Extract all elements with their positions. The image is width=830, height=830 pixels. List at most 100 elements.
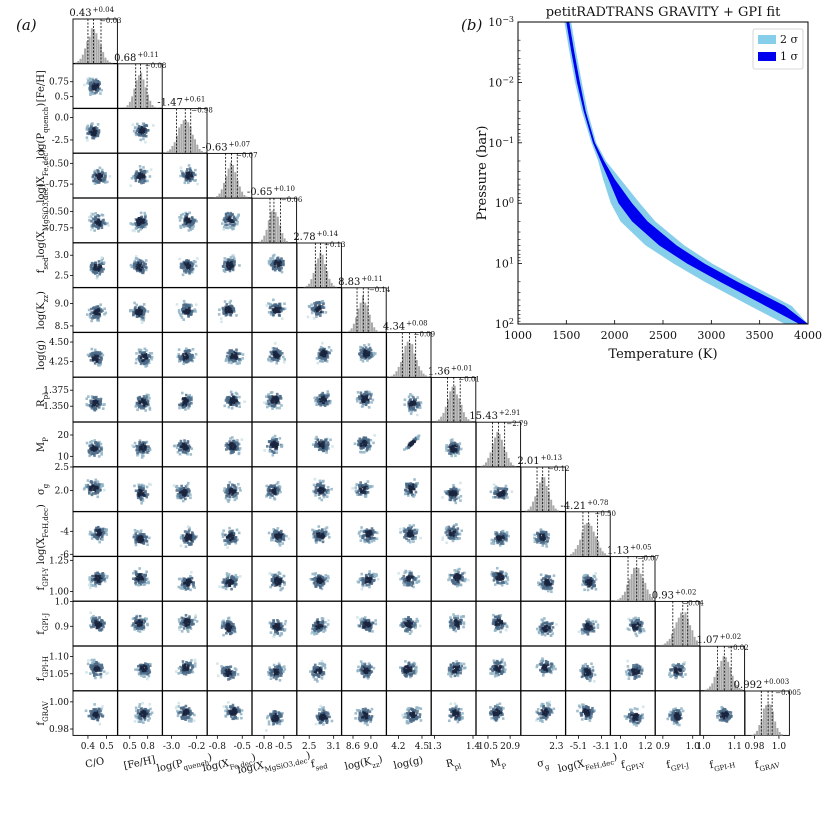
density-bin (136, 171, 140, 175)
density-bin (188, 303, 191, 307)
density-bin (269, 493, 273, 497)
density-bin (104, 311, 108, 315)
density-bin (85, 126, 89, 129)
density-bin (450, 490, 454, 494)
density-bin (232, 495, 235, 499)
density-bin (361, 399, 364, 402)
density-bin (180, 355, 183, 359)
density-bin (321, 306, 324, 309)
density-bin (140, 501, 143, 505)
density-bin (228, 267, 232, 271)
density-bin (139, 315, 142, 318)
density-bin (278, 304, 282, 308)
density-cell-11-3 (206, 511, 253, 557)
density-cell-6-3 (206, 287, 253, 333)
density-bin (144, 262, 147, 266)
density-bin (147, 536, 151, 540)
density-bin (98, 82, 102, 86)
density-cell-9-2 (162, 421, 208, 468)
density-bin (315, 435, 318, 439)
density-bin (141, 539, 144, 542)
density-bin (231, 223, 234, 227)
density-bin (322, 443, 326, 446)
density-bin (139, 539, 143, 543)
density-bin (278, 258, 282, 262)
density-bin (321, 528, 324, 531)
density-bin (94, 449, 97, 452)
density-bin (143, 446, 147, 449)
density-bin (228, 213, 231, 216)
density-bin (412, 440, 415, 443)
density-bin (137, 540, 141, 544)
density-bin (225, 442, 229, 445)
density-bin (369, 394, 373, 397)
density-bin (277, 484, 281, 488)
density-bin (136, 122, 139, 126)
density-bin (139, 132, 142, 135)
density-bin (496, 486, 499, 490)
density-bin (140, 353, 144, 356)
density-bin (85, 128, 89, 131)
density-bin (131, 175, 135, 179)
density-bin (181, 490, 184, 493)
density-bin (454, 535, 458, 539)
density-bin (230, 400, 234, 404)
density-bin (267, 402, 271, 406)
hist-bar (133, 88, 136, 109)
density-bin (150, 351, 154, 355)
density-bin (409, 392, 412, 396)
density-bin (502, 536, 505, 540)
density-bin (221, 307, 225, 311)
density-bin (272, 451, 276, 454)
density-bin (180, 534, 184, 537)
density-bin (279, 261, 282, 264)
density-bin (494, 532, 498, 536)
density-bin (192, 259, 196, 263)
density-cell-10-5 (296, 466, 342, 512)
density-bin (136, 129, 140, 132)
density-bin (105, 533, 109, 536)
hist-bar (77, 61, 80, 64)
density-bin (177, 487, 181, 490)
hist-bar (238, 186, 241, 198)
density-bin (223, 260, 226, 264)
density-bin (142, 169, 146, 173)
density-bin (455, 443, 459, 446)
density-bin (220, 320, 223, 324)
density-bin (370, 353, 373, 357)
density-bin (368, 541, 371, 544)
density-bin (365, 351, 368, 355)
density-cell-7-4 (251, 332, 298, 378)
density-bin (277, 262, 281, 265)
hist-bar (393, 374, 396, 377)
density-bin (445, 444, 448, 447)
density-bin (189, 223, 192, 227)
density-bin (319, 481, 322, 485)
density-bin (96, 451, 100, 454)
density-bin (452, 483, 455, 487)
density-bin (89, 358, 93, 362)
density-bin (225, 215, 229, 219)
density-cell-9-4 (251, 421, 298, 468)
density-bin (501, 539, 505, 543)
density-bin (233, 260, 236, 263)
density-bin (91, 212, 95, 216)
density-bin (136, 219, 140, 222)
density-bin (97, 223, 101, 227)
density-bin (136, 309, 139, 312)
density-bin (139, 529, 143, 533)
density-bin (491, 539, 495, 543)
density-bin (404, 492, 408, 495)
density-bin (456, 492, 459, 496)
density-bin (228, 312, 232, 316)
density-bin (227, 264, 230, 268)
density-bin (145, 397, 148, 400)
density-bin (267, 395, 270, 399)
density-bin (364, 483, 367, 487)
density-bin (238, 405, 241, 409)
density-bin (312, 531, 316, 534)
density-bin (229, 540, 233, 544)
density-bin (321, 310, 325, 314)
density-bin (193, 173, 197, 177)
density-bin (184, 408, 187, 411)
